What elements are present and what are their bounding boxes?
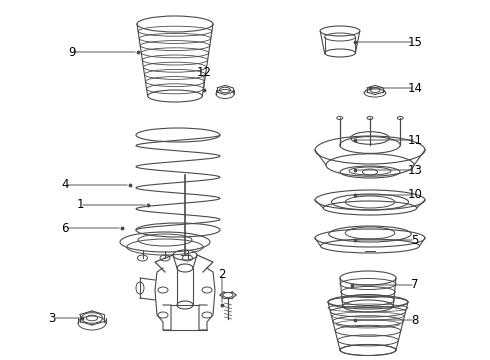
Text: 15: 15 — [408, 36, 422, 49]
Text: 3: 3 — [49, 311, 56, 324]
Text: 2: 2 — [218, 269, 226, 282]
Text: 6: 6 — [61, 221, 69, 234]
Text: 12: 12 — [196, 66, 212, 78]
Text: 10: 10 — [408, 189, 422, 202]
Text: 9: 9 — [68, 45, 76, 58]
Text: 7: 7 — [411, 279, 419, 292]
Text: 14: 14 — [408, 81, 422, 94]
Text: 1: 1 — [76, 198, 84, 211]
Text: 8: 8 — [411, 314, 418, 327]
Text: 4: 4 — [61, 179, 69, 192]
Text: 5: 5 — [411, 234, 418, 247]
Text: 11: 11 — [408, 134, 422, 147]
Text: 13: 13 — [408, 163, 422, 176]
